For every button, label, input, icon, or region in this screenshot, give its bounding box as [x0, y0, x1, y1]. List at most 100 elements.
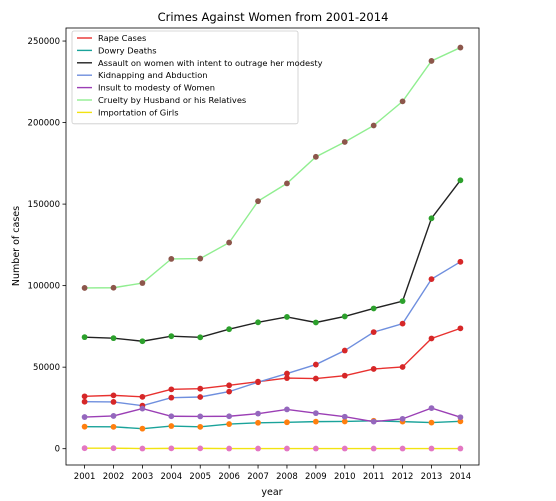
data-point [81, 285, 88, 291]
x-tick-label: 2001 [74, 472, 96, 482]
y-tick-label: 150000 [28, 200, 60, 210]
data-point [255, 419, 261, 426]
x-tick-label: 2013 [421, 472, 443, 482]
y-tick-label: 50000 [33, 363, 60, 373]
data-point [370, 122, 377, 129]
data-point [226, 239, 233, 246]
data-point [341, 139, 348, 145]
series-3 [81, 258, 464, 409]
data-point [428, 419, 435, 426]
series-2 [81, 177, 464, 345]
legend: Rape Cases Dowry Deaths Assault on women w… [71, 30, 323, 125]
data-point [81, 398, 88, 405]
data-point [284, 370, 290, 377]
legend-box [71, 30, 299, 125]
data-point [312, 361, 319, 368]
data-point [197, 334, 204, 341]
legend-item: Importation of Girls [77, 107, 179, 117]
data-point [370, 366, 377, 372]
data-point [168, 413, 175, 420]
data-point [81, 393, 88, 400]
data-point [255, 410, 261, 417]
data-point [255, 198, 261, 205]
data-point [312, 319, 319, 326]
legend-label: Dowry Deaths [98, 45, 157, 55]
series-line [84, 420, 461, 430]
data-point [341, 413, 348, 420]
series-6 [81, 445, 464, 452]
legend-item: Rape Cases [77, 33, 146, 43]
data-point [341, 418, 348, 425]
legend-label: Rape Cases [98, 33, 146, 43]
data-point [457, 418, 464, 425]
data-point [284, 419, 290, 426]
series-line [84, 261, 461, 407]
data-point [81, 445, 88, 452]
series-line [84, 327, 461, 398]
x-tick-label: 2006 [218, 472, 240, 482]
data-point [110, 445, 117, 452]
series-line [84, 407, 461, 423]
data-point [139, 338, 146, 345]
data-point [226, 326, 233, 333]
legend-label: Cruelty by Husband or his Relatives [98, 95, 246, 105]
data-point [226, 388, 233, 395]
data-point [197, 413, 204, 420]
data-point [312, 418, 319, 425]
legend-item: Insult to modesty of Women [77, 83, 215, 93]
data-point [226, 445, 233, 452]
x-tick-label: 2012 [392, 472, 414, 482]
legend-label: Importation of Girls [98, 107, 179, 117]
y-tick-label: 100000 [28, 282, 60, 292]
data-point [341, 372, 348, 379]
x-tick-label: 2007 [247, 472, 269, 482]
data-point [370, 445, 377, 452]
data-point [139, 393, 146, 400]
x-tick-label: 2005 [189, 472, 211, 482]
data-point [399, 415, 406, 422]
x-tick-label: 2004 [161, 472, 183, 482]
y-axis-label: Number of cases [11, 206, 22, 286]
data-point [255, 379, 261, 386]
data-point [457, 44, 464, 51]
data-point [457, 325, 464, 332]
x-tick-label: 2010 [334, 472, 356, 482]
y-tick-label: 250000 [28, 37, 60, 47]
data-point [139, 405, 146, 412]
data-point [197, 255, 204, 262]
data-point [428, 276, 435, 283]
legend-item: Kidnapping and Abduction [77, 70, 208, 80]
data-point [110, 335, 117, 342]
data-point [81, 423, 88, 430]
data-point [312, 445, 319, 452]
data-point [168, 394, 175, 401]
data-point [226, 421, 233, 427]
series-4 [81, 405, 464, 425]
data-point [284, 375, 290, 381]
data-point [428, 215, 435, 222]
data-point [110, 423, 117, 430]
chart-title: Crimes Against Women from 2001-2014 [158, 10, 389, 24]
data-point [370, 305, 377, 312]
data-point [81, 334, 88, 341]
data-point [110, 284, 117, 291]
data-point [399, 445, 406, 452]
data-point [284, 445, 290, 452]
series-5 [81, 44, 464, 291]
data-point [168, 423, 175, 429]
series-1 [81, 417, 464, 432]
data-point [341, 347, 348, 354]
legend-label: Assault on women with intent to outrage … [98, 58, 323, 68]
y-tick-label: 0 [55, 445, 60, 455]
data-point [168, 333, 175, 340]
data-point [312, 410, 319, 417]
data-point [399, 98, 406, 105]
data-point [284, 180, 290, 187]
data-point [226, 382, 233, 389]
x-tick-label: 2008 [276, 472, 298, 482]
data-point [284, 314, 290, 320]
data-point [226, 413, 233, 420]
data-point [370, 418, 377, 425]
data-point [197, 445, 204, 452]
